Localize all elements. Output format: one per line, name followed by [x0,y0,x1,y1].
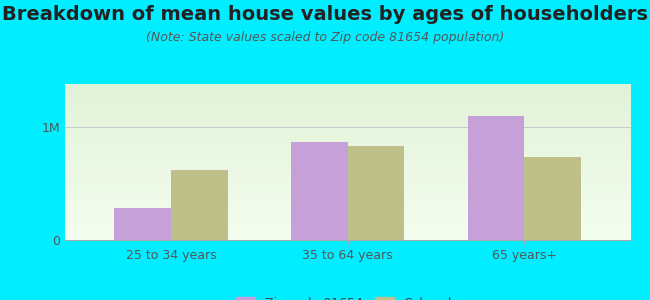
Bar [525,158,581,240]
Text: Breakdown of mean house values by ages of householders: Breakdown of mean house values by ages o… [2,4,648,23]
Text: (Note: State values scaled to Zip code 81654 population): (Note: State values scaled to Zip code 8… [146,32,504,44]
Bar [348,146,404,240]
Bar [291,142,348,240]
Bar [171,170,228,240]
Legend: Zip code 81654, Colorado: Zip code 81654, Colorado [231,292,465,300]
Bar [468,116,525,240]
Bar [114,208,171,240]
